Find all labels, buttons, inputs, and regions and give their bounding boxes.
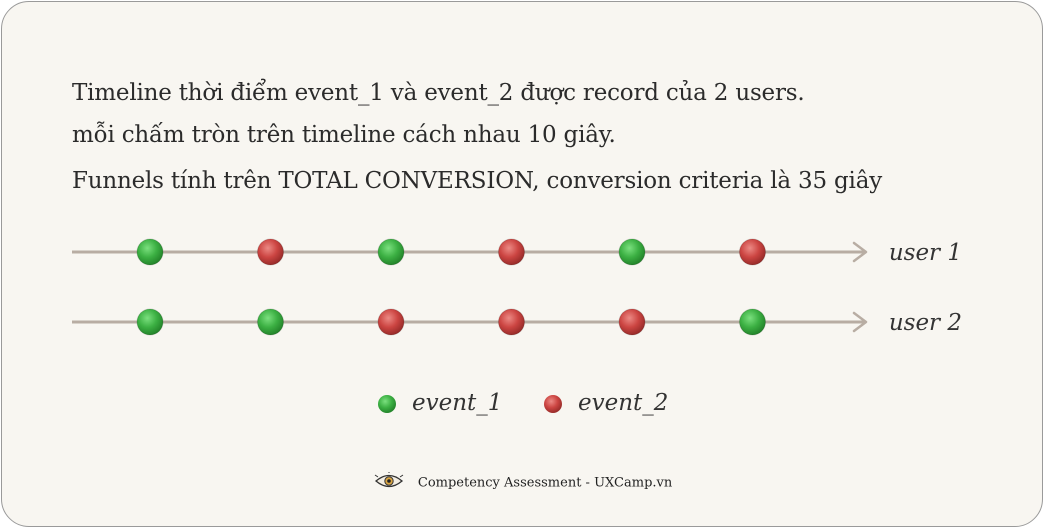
legend-label: event_1 xyxy=(412,390,502,416)
event-dot-event-1 xyxy=(739,308,766,336)
timeline-row: user 2 xyxy=(72,308,962,336)
event-dot-event-2 xyxy=(739,238,766,266)
legend-label: event_2 xyxy=(578,390,668,416)
description-line-2: mỗi chấm tròn trên timeline cách nhau 10… xyxy=(72,122,616,148)
footer-text: Competency Assessment - UXCamp.vn xyxy=(417,475,673,491)
event-dot-event-1 xyxy=(257,308,284,336)
event-dot-event-2 xyxy=(257,238,284,266)
user-label: user 2 xyxy=(889,310,962,336)
legend-swatch xyxy=(378,395,396,413)
event-dot-event-1 xyxy=(618,238,646,266)
event-dot-event-2 xyxy=(498,308,525,336)
description-line-3: Funnels tính trên TOTAL CONVERSION, conv… xyxy=(72,168,883,194)
arrow-head-icon xyxy=(852,241,868,263)
footer: Competency Assessment - UXCamp.vn xyxy=(0,471,1046,494)
event-dot-event-1 xyxy=(136,238,164,266)
legend-item: event_1 xyxy=(378,390,502,416)
user-label: user 1 xyxy=(889,240,962,266)
eye-icon xyxy=(374,471,404,494)
event-dot-event-1 xyxy=(377,238,405,266)
legend-item: event_2 xyxy=(544,390,668,416)
event-dot-event-1 xyxy=(136,308,164,336)
event-dot-event-2 xyxy=(618,308,646,336)
description-line-1: Timeline thời điểm event_1 và event_2 đư… xyxy=(72,80,805,106)
legend-swatch xyxy=(544,395,562,413)
event-dot-event-2 xyxy=(498,238,525,266)
arrow-head-icon xyxy=(852,311,868,333)
event-dot-event-2 xyxy=(377,308,405,336)
timeline-row: user 1 xyxy=(72,238,962,266)
